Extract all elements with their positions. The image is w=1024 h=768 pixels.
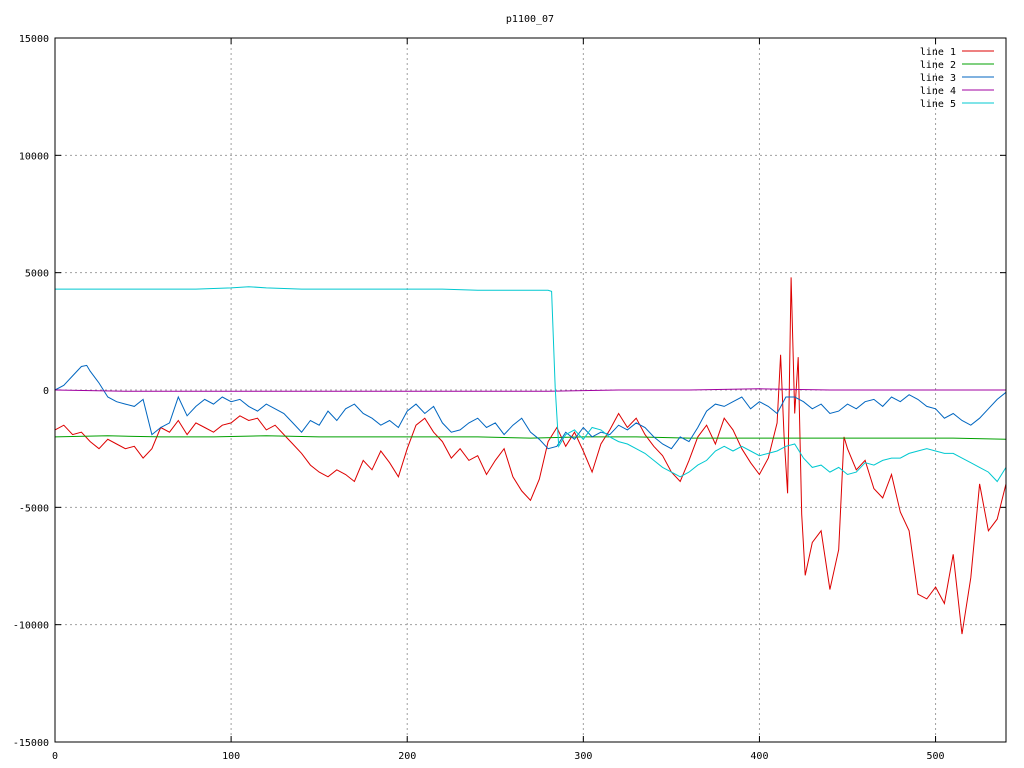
y-tick-label: 15000 — [19, 34, 49, 45]
y-tick-label: -15000 — [13, 738, 49, 749]
series-line-1 — [54, 277, 1007, 635]
series-line-2 — [54, 435, 1007, 440]
series-line-3 — [54, 364, 1007, 450]
legend-label: line 4 — [920, 86, 956, 97]
y-tick-label: -10000 — [13, 621, 49, 632]
legend: line 1 line 2 line 3 line 4 line 5 — [920, 47, 994, 110]
series-line-5 — [55, 286, 1007, 483]
legend-label: line 3 — [920, 73, 956, 84]
y-tick-label: 10000 — [19, 151, 49, 162]
legend-label: line 5 — [920, 99, 956, 110]
legend-label: line 2 — [920, 60, 956, 71]
legend-label: line 1 — [920, 47, 956, 58]
y-tick-label: -5000 — [19, 503, 49, 514]
y-tick-label: 5000 — [25, 269, 49, 280]
x-tick-label: 200 — [398, 751, 416, 762]
series-line-4 — [54, 388, 1006, 392]
x-tick-label: 300 — [574, 751, 592, 762]
chart-title: p1100_07 — [506, 14, 554, 25]
x-tick-label: 100 — [222, 751, 240, 762]
y-tick-label: 0 — [43, 386, 49, 397]
plot-frame — [54, 37, 1007, 743]
series-group — [54, 277, 1007, 635]
axis-ticks: -15000 -10000 -5000 0 5000 10000 15000 0 100 200 3… — [13, 34, 1006, 762]
x-tick-label: 500 — [927, 751, 945, 762]
x-tick-label: 0 — [52, 751, 58, 762]
x-tick-label: 400 — [750, 751, 768, 762]
